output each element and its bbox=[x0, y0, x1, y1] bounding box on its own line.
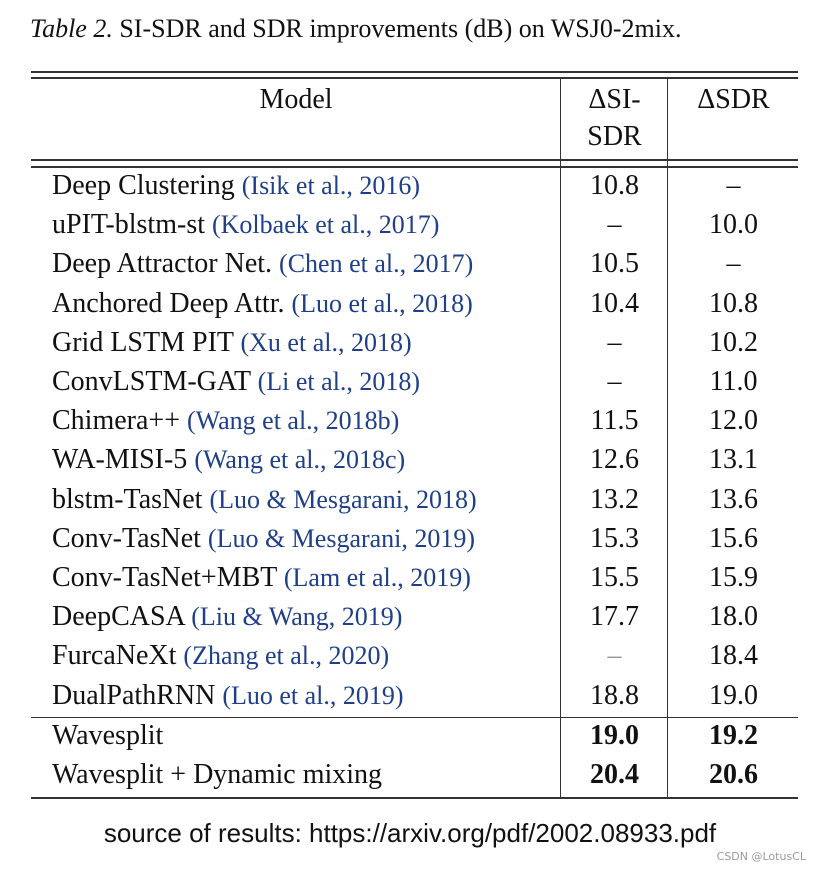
si-sdr-value: 10.4 bbox=[590, 288, 639, 319]
sdr-value: 10.2 bbox=[709, 327, 758, 358]
model-citation: (Isik et al., 2016) bbox=[241, 171, 421, 200]
header-sdr: ΔSDR bbox=[697, 84, 770, 115]
wavesplit-model-name: Wavesplit + Dynamic mixing bbox=[52, 759, 383, 790]
model-name: Deep Clustering bbox=[52, 170, 235, 201]
si-sdr-value: – bbox=[607, 327, 622, 358]
si-sdr-value: 10.8 bbox=[590, 170, 639, 201]
model-citation: (Xu et al., 2018) bbox=[240, 328, 412, 357]
model-citation: (Zhang et al., 2020) bbox=[183, 641, 390, 670]
model-name: Anchored Deep Attr. bbox=[52, 288, 285, 319]
model-name: WA-MISI-5 bbox=[52, 444, 188, 475]
table-row-model: ConvLSTM-GAT (Li et al., 2018) bbox=[52, 367, 420, 397]
model-name: DualPathRNN bbox=[52, 680, 216, 711]
model-name: blstm-TasNet bbox=[52, 484, 203, 515]
table-row-model: blstm-TasNet (Luo & Mesgarani, 2018) bbox=[52, 485, 477, 515]
model-citation: (Chen et al., 2017) bbox=[279, 249, 474, 278]
bottom-rule bbox=[31, 797, 798, 799]
sdr-value: 18.4 bbox=[709, 640, 758, 671]
header-model: Model bbox=[259, 84, 333, 115]
caption-label: Table 2. bbox=[30, 14, 113, 43]
si-sdr-value: 15.3 bbox=[590, 523, 639, 554]
model-name: DeepCASA bbox=[52, 601, 185, 632]
table-row-model: Anchored Deep Attr. (Luo et al., 2018) bbox=[52, 289, 473, 319]
sdr-value: 10.0 bbox=[709, 209, 758, 240]
si-sdr-value: – bbox=[607, 640, 622, 671]
sdr-value: 12.0 bbox=[709, 405, 758, 436]
source-note: source of results: https://arxiv.org/pdf… bbox=[103, 818, 717, 848]
model-citation: (Luo et al., 2019) bbox=[222, 681, 404, 710]
table-row-model: Deep Attractor Net. (Chen et al., 2017) bbox=[52, 249, 473, 279]
sdr-value: 15.9 bbox=[709, 562, 758, 593]
sdr-value: – bbox=[726, 170, 741, 201]
table-caption: Table 2. SI-SDR and SDR improvements (dB… bbox=[30, 14, 681, 44]
model-citation: (Kolbaek et al., 2017) bbox=[212, 210, 440, 239]
column-divider-1 bbox=[560, 79, 561, 799]
si-sdr-value: 18.8 bbox=[590, 680, 639, 711]
model-name: Deep Attractor Net. bbox=[52, 248, 273, 279]
sdr-value: 13.1 bbox=[709, 444, 758, 475]
top-rule-2 bbox=[31, 77, 798, 79]
model-name: Grid LSTM PIT bbox=[52, 327, 234, 358]
model-citation: (Lam et al., 2019) bbox=[283, 563, 471, 592]
table-row-model: Grid LSTM PIT (Xu et al., 2018) bbox=[52, 328, 412, 358]
table-row-model: uPIT-blstm-st (Kolbaek et al., 2017) bbox=[52, 210, 439, 240]
si-sdr-value: – bbox=[607, 366, 622, 397]
model-name: Conv-TasNet+MBT bbox=[52, 562, 277, 593]
model-citation: (Luo & Mesgarani, 2019) bbox=[207, 524, 476, 553]
sdr-value: 10.8 bbox=[709, 288, 758, 319]
table-row-model: Chimera++ (Wang et al., 2018b) bbox=[52, 406, 399, 436]
watermark: CSDN @LotusCL bbox=[716, 850, 806, 863]
si-sdr-value: 10.5 bbox=[590, 248, 639, 279]
model-citation: (Wang et al., 2018c) bbox=[194, 445, 406, 474]
si-sdr-value: – bbox=[607, 209, 622, 240]
sdr-value: 19.0 bbox=[709, 680, 758, 711]
header-rule-2 bbox=[31, 166, 798, 168]
wavesplit-sdr-value: 19.2 bbox=[709, 720, 758, 751]
model-name: FurcaNeXt bbox=[52, 640, 177, 671]
header-si-sdr-line2: SDR bbox=[587, 121, 642, 152]
table-row-model: Deep Clustering (Isik et al., 2016) bbox=[52, 171, 420, 201]
model-name: uPIT-blstm-st bbox=[52, 209, 205, 240]
table-row-model: DualPathRNN (Luo et al., 2019) bbox=[52, 681, 404, 711]
top-rule-1 bbox=[31, 71, 798, 73]
table-row-model: FurcaNeXt (Zhang et al., 2020) bbox=[52, 641, 389, 671]
si-sdr-value: 11.5 bbox=[590, 405, 639, 436]
model-citation: (Wang et al., 2018b) bbox=[187, 406, 400, 435]
header-si-sdr-line1: ΔSI- bbox=[588, 84, 641, 115]
sdr-value: 15.6 bbox=[709, 523, 758, 554]
caption-text: SI-SDR and SDR improvements (dB) on WSJ0… bbox=[112, 14, 682, 43]
si-sdr-value: 17.7 bbox=[590, 601, 639, 632]
model-citation: (Luo et al., 2018) bbox=[291, 289, 473, 318]
model-name: Chimera++ bbox=[52, 405, 180, 436]
table-row-model: DeepCASA (Liu & Wang, 2019) bbox=[52, 602, 402, 632]
wavesplit-si-sdr-value: 20.4 bbox=[590, 759, 639, 790]
model-name: Conv-TasNet bbox=[52, 523, 201, 554]
si-sdr-value: 15.5 bbox=[590, 562, 639, 593]
table-row-model: Conv-TasNet+MBT (Lam et al., 2019) bbox=[52, 563, 471, 593]
si-sdr-value: 13.2 bbox=[590, 484, 639, 515]
sdr-value: 18.0 bbox=[709, 601, 758, 632]
wavesplit-model-name: Wavesplit bbox=[52, 720, 164, 751]
column-divider-2 bbox=[667, 79, 668, 799]
model-citation: (Liu & Wang, 2019) bbox=[191, 602, 403, 631]
table-row-model: Conv-TasNet (Luo & Mesgarani, 2019) bbox=[52, 524, 475, 554]
wavesplit-separator-rule bbox=[31, 717, 798, 718]
table-row-model: WA-MISI-5 (Wang et al., 2018c) bbox=[52, 445, 405, 475]
wavesplit-si-sdr-value: 19.0 bbox=[590, 720, 639, 751]
model-citation: (Luo & Mesgarani, 2018) bbox=[209, 485, 477, 514]
sdr-value: 13.6 bbox=[709, 484, 758, 515]
sdr-value: – bbox=[726, 248, 741, 279]
model-name: ConvLSTM-GAT bbox=[52, 366, 251, 397]
sdr-value: 11.0 bbox=[709, 366, 758, 397]
si-sdr-value: 12.6 bbox=[590, 444, 639, 475]
header-rule-1 bbox=[31, 159, 798, 161]
model-citation: (Li et al., 2018) bbox=[257, 367, 421, 396]
wavesplit-sdr-value: 20.6 bbox=[709, 759, 758, 790]
